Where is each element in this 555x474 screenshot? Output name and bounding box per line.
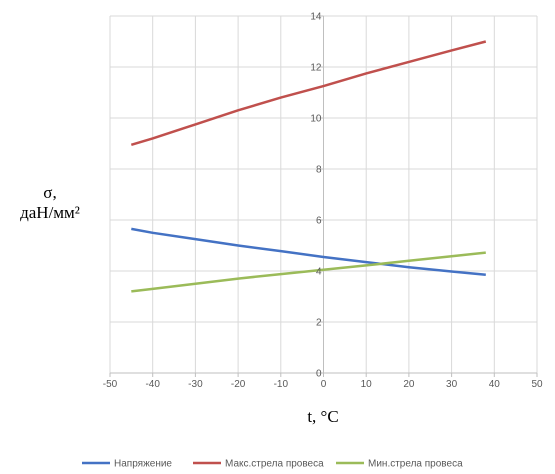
x-tick-label-7: 20 xyxy=(403,379,415,390)
y-tick-label-5: 10 xyxy=(310,114,322,125)
x-tick-label-10: 50 xyxy=(531,379,543,390)
x-tick-label-4: -10 xyxy=(274,379,289,390)
y-tick-label-2: 4 xyxy=(316,267,322,278)
y-axis-label-line1: σ, xyxy=(43,183,56,202)
y-tick-label-1: 2 xyxy=(316,318,322,329)
legend-entry-2: Мин.стрела провеса xyxy=(368,459,463,470)
x-tick-label-2: -30 xyxy=(188,379,203,390)
y-tick-label-0: 0 xyxy=(316,369,322,380)
x-tick-label-1: -40 xyxy=(145,379,160,390)
series-layer xyxy=(130,40,487,293)
x-tick-label-9: 40 xyxy=(489,379,501,390)
x-tick-label-8: 30 xyxy=(446,379,458,390)
x-axis-label: t, °C xyxy=(307,407,338,426)
series-line-1 xyxy=(130,40,487,146)
legend-entry-1: Макс.стрела провеса xyxy=(225,459,324,470)
x-tick-label-0: -50 xyxy=(103,379,118,390)
x-tick-label-3: -20 xyxy=(231,379,246,390)
axes xyxy=(109,15,538,377)
x-tick-label-6: 10 xyxy=(361,379,373,390)
series-line-0 xyxy=(131,227,486,277)
legend-entry-0: Напряжение xyxy=(114,459,172,470)
y-tick-label-6: 12 xyxy=(310,63,322,74)
x-tick-label-5: 0 xyxy=(321,379,327,390)
y-axis-label-line2: даН/мм² xyxy=(20,203,80,222)
y-tick-label-4: 8 xyxy=(316,165,322,176)
tick-labels: -50 -40 -30 -20 -10 0 10 20 30 40 50 0 2 4 6 8 10 12 14 xyxy=(103,12,543,391)
y-tick-label-7: 14 xyxy=(310,12,322,23)
series-line-2 xyxy=(131,251,486,293)
legend: Напряжение Макс.стрела провеса Мин.стрела … xyxy=(82,459,463,470)
y-tick-label-3: 6 xyxy=(316,216,322,227)
